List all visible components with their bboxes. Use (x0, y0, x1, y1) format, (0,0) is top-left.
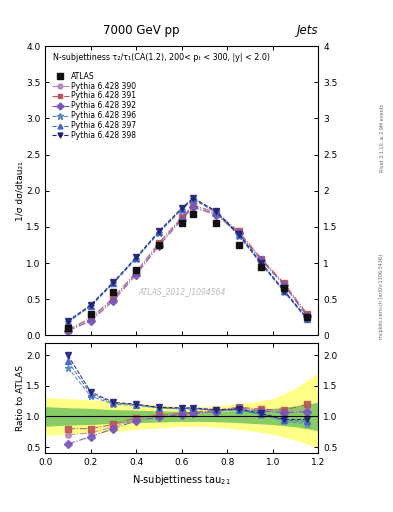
X-axis label: N-subjettiness tau$_{21}$: N-subjettiness tau$_{21}$ (132, 473, 231, 486)
Legend: ATLAS, Pythia 6.428 390, Pythia 6.428 391, Pythia 6.428 392, Pythia 6.428 396, P: ATLAS, Pythia 6.428 390, Pythia 6.428 39… (52, 72, 136, 140)
Text: N-subjettiness τ₂/τ₁(CA(1.2), 200< pₜ < 300, |y| < 2.0): N-subjettiness τ₂/τ₁(CA(1.2), 200< pₜ < … (53, 53, 270, 62)
Text: mcplots.cern.ch [arXiv:1306.3436]: mcplots.cern.ch [arXiv:1306.3436] (380, 254, 384, 339)
Y-axis label: Ratio to ATLAS: Ratio to ATLAS (16, 365, 25, 431)
Text: 7000 GeV pp: 7000 GeV pp (103, 25, 179, 37)
Text: Jets: Jets (297, 25, 318, 37)
Y-axis label: 1/σ dσ/dtau₂₁: 1/σ dσ/dtau₂₁ (16, 161, 25, 221)
Text: ATLAS_2012_I1094564: ATLAS_2012_I1094564 (138, 287, 226, 296)
Text: Rivet 3.1.10, ≥ 2.9M events: Rivet 3.1.10, ≥ 2.9M events (380, 104, 384, 173)
